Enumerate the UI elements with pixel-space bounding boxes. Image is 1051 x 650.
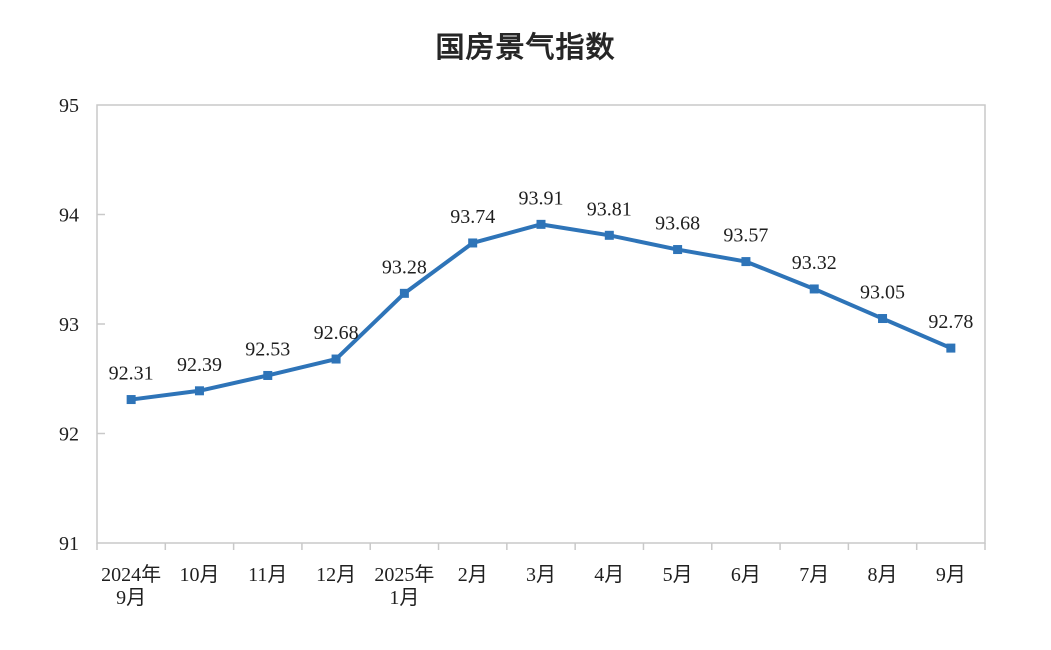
data-point-label: 92.39 bbox=[177, 354, 222, 376]
x-axis-label: 11月 bbox=[248, 564, 287, 586]
data-point-marker bbox=[536, 219, 546, 229]
x-axis-label: 3月 bbox=[526, 564, 556, 586]
data-point-label: 92.31 bbox=[109, 363, 154, 385]
x-axis-label: 7月 bbox=[799, 564, 829, 586]
data-point-label: 93.28 bbox=[382, 256, 427, 278]
y-axis-label: 94 bbox=[59, 205, 79, 227]
data-point-marker bbox=[331, 354, 341, 364]
y-axis-label: 95 bbox=[59, 95, 79, 117]
data-point-label: 92.68 bbox=[314, 322, 359, 344]
x-axis-label: 8月 bbox=[868, 564, 898, 586]
data-point-label: 92.53 bbox=[245, 338, 290, 360]
data-line-series bbox=[129, 222, 953, 402]
x-axis-label: 9月 bbox=[936, 564, 966, 586]
x-axis-label: 1月 bbox=[389, 587, 419, 609]
data-point-marker bbox=[468, 238, 478, 248]
x-axis-label: 6月 bbox=[731, 564, 761, 586]
data-point-label: 93.32 bbox=[792, 252, 837, 274]
data-point-marker bbox=[809, 284, 819, 294]
data-point-label: 92.78 bbox=[928, 311, 973, 333]
y-axis-label: 93 bbox=[59, 314, 79, 336]
data-point-marker bbox=[946, 343, 956, 353]
data-point-marker bbox=[126, 395, 136, 405]
data-point-label: 93.68 bbox=[655, 213, 700, 235]
data-point-label: 93.81 bbox=[587, 198, 632, 220]
x-axis-label: 10月 bbox=[179, 564, 219, 586]
x-axis-label: 4月 bbox=[594, 564, 624, 586]
data-point-label: 93.57 bbox=[723, 225, 768, 247]
x-axis-label: 2025年 bbox=[374, 563, 434, 586]
plot-area-border bbox=[96, 104, 986, 544]
x-axis-label: 5月 bbox=[663, 564, 693, 586]
x-axis-label: 2月 bbox=[458, 564, 488, 586]
x-axis-label: 2024年 bbox=[101, 563, 161, 586]
data-point-marker bbox=[741, 257, 751, 267]
data-point-marker bbox=[878, 314, 888, 324]
data-point-label: 93.91 bbox=[519, 187, 564, 209]
x-axis-label: 9月 bbox=[116, 587, 146, 609]
data-point-marker bbox=[194, 386, 204, 396]
data-point-marker bbox=[399, 288, 409, 298]
y-axis-label: 92 bbox=[59, 424, 79, 446]
data-point-marker bbox=[673, 245, 683, 255]
data-point-label: 93.74 bbox=[450, 206, 495, 228]
y-axis-label: 91 bbox=[59, 533, 79, 555]
data-point-label: 93.05 bbox=[860, 282, 905, 304]
data-point-marker bbox=[604, 230, 614, 240]
chart-title: 国房景气指数 bbox=[435, 32, 616, 64]
data-point-marker bbox=[263, 370, 273, 380]
x-axis-label: 12月 bbox=[316, 564, 356, 586]
